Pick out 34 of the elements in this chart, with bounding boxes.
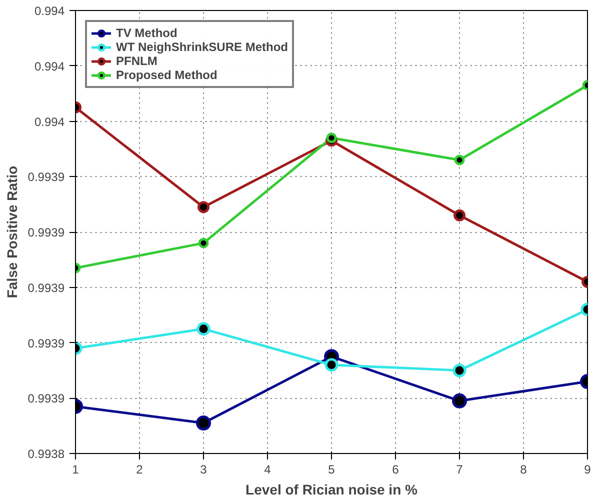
legend-label: WT NeighShrinkSURE Method [116,40,288,54]
point [454,209,466,222]
y-tick-label: 0.9939 [28,280,65,295]
x-tick-label: 3 [200,462,208,476]
point [452,393,467,408]
y-tick-label: 0.9939 [28,336,65,350]
legend-label: Proposed Method [116,68,218,82]
point [454,154,465,166]
x-axis-title: Level of Rician noise in % [246,482,418,498]
x-tick-label: 7 [456,462,464,476]
y-tick-label: 0.994 [34,59,65,74]
x-tick-label: 1 [72,462,80,476]
x-tick-label: 4 [264,462,272,476]
legend-label: TV Method [116,26,178,40]
legend-label: PFNLM [116,54,158,68]
y-tick-label: 0.9939 [28,392,65,406]
point [198,238,209,248]
y-tick-label: 0.994 [34,114,65,129]
point [196,416,211,431]
point [326,132,337,144]
point [198,201,210,214]
point [452,364,466,378]
point [196,322,210,336]
point [324,358,338,372]
y-axis-title: False Positive Ratio [4,166,20,298]
y-tick-label: 0.9938 [28,447,65,461]
x-tick-label: 2 [136,462,144,476]
y-tick-label: 0.9939 [28,170,65,184]
x-tick-label: 6 [392,462,400,476]
x-tick-label: 9 [584,462,592,476]
x-tick-label: 8 [520,462,528,476]
x-tick-label: 5 [328,462,336,476]
y-tick-label: 0.9939 [28,226,65,240]
y-tick-label: 0.994 [34,4,65,18]
